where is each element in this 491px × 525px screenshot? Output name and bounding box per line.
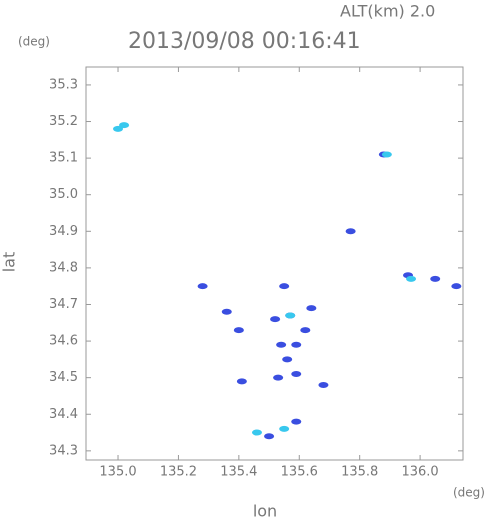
radar-echo xyxy=(236,378,247,385)
radar-echo xyxy=(276,341,287,348)
y-tick-label: 34.8 xyxy=(49,260,78,275)
radar-echo xyxy=(406,275,417,282)
radar-echo xyxy=(270,316,281,323)
x-unit: (deg) xyxy=(453,486,485,500)
y-tick-label: 35.3 xyxy=(49,77,78,92)
radar-echo xyxy=(291,418,302,425)
x-tick-label: 135.4 xyxy=(220,465,257,480)
radar-echo xyxy=(282,356,293,363)
chart-title: 2013/09/08 00:16:41 xyxy=(128,29,361,54)
x-tick-label: 136.0 xyxy=(401,465,438,480)
radar-echo xyxy=(291,371,302,378)
x-tick-label: 135.0 xyxy=(99,465,136,480)
radar-echo xyxy=(221,308,232,315)
x-tick-label: 135.2 xyxy=(160,465,197,480)
y-tick-label: 35.0 xyxy=(49,187,78,202)
x-tick-label: 135.8 xyxy=(341,465,378,480)
radar-echo xyxy=(300,327,311,334)
plot-frame xyxy=(85,66,464,461)
radar-echo xyxy=(285,312,296,319)
y-unit: (deg) xyxy=(18,35,50,49)
radar-echo xyxy=(251,429,262,436)
radar-echo xyxy=(264,433,275,440)
radar-echo xyxy=(306,305,317,312)
radar-echo xyxy=(345,228,356,235)
radar-echo xyxy=(233,327,244,334)
y-tick-label: 34.3 xyxy=(49,443,78,458)
radar-echo xyxy=(279,425,290,432)
radar-echo xyxy=(291,341,302,348)
radar-echo xyxy=(113,125,124,132)
y-axis-label: lat xyxy=(0,252,19,273)
y-tick-label: 34.4 xyxy=(49,407,78,422)
y-tick-label: 34.6 xyxy=(49,334,78,349)
subtitle: ALT(km) 2.0 xyxy=(340,2,435,21)
y-tick-label: 34.5 xyxy=(49,370,78,385)
y-tick-label: 35.1 xyxy=(49,151,78,166)
radar-echo xyxy=(273,374,284,381)
x-tick-label: 135.6 xyxy=(281,465,318,480)
radar-echo xyxy=(119,122,130,129)
radar-echo xyxy=(430,275,441,282)
y-tick-label: 34.9 xyxy=(49,224,78,239)
radar-echo xyxy=(381,151,392,158)
radar-echo xyxy=(197,283,208,290)
y-tick-label: 35.2 xyxy=(49,114,78,129)
radar-echo xyxy=(451,283,462,290)
radar-echo xyxy=(279,283,290,290)
x-axis-label: lon xyxy=(253,502,277,521)
radar-echo xyxy=(318,381,329,388)
y-tick-label: 34.7 xyxy=(49,297,78,312)
